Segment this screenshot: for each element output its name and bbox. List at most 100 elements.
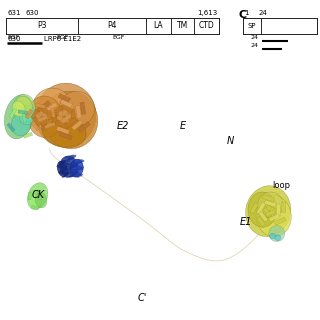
Bar bbox=[44, 122, 56, 129]
Ellipse shape bbox=[61, 160, 66, 163]
Text: C: C bbox=[238, 10, 246, 20]
Text: CK: CK bbox=[32, 190, 45, 200]
Bar bbox=[37, 100, 51, 112]
Ellipse shape bbox=[61, 169, 71, 171]
Ellipse shape bbox=[43, 91, 98, 149]
Bar bbox=[30, 121, 40, 131]
Bar bbox=[37, 115, 48, 122]
Bar bbox=[60, 114, 72, 124]
Ellipse shape bbox=[76, 159, 83, 161]
Ellipse shape bbox=[77, 160, 84, 162]
Bar bbox=[269, 214, 280, 221]
Bar bbox=[262, 195, 274, 202]
Ellipse shape bbox=[270, 233, 276, 239]
Bar bbox=[263, 207, 272, 218]
Ellipse shape bbox=[74, 169, 81, 170]
Text: LA: LA bbox=[154, 21, 163, 30]
Bar bbox=[256, 202, 266, 214]
Text: E: E bbox=[179, 121, 186, 132]
Text: N: N bbox=[227, 136, 234, 146]
Ellipse shape bbox=[69, 163, 78, 168]
Bar bbox=[270, 205, 274, 217]
Bar bbox=[59, 111, 63, 123]
Ellipse shape bbox=[245, 186, 291, 237]
Ellipse shape bbox=[71, 169, 78, 172]
Bar bbox=[35, 113, 44, 123]
Ellipse shape bbox=[27, 96, 62, 138]
Bar bbox=[59, 110, 72, 119]
Bar bbox=[56, 109, 68, 120]
Ellipse shape bbox=[66, 176, 76, 178]
Bar bbox=[42, 117, 46, 129]
Bar bbox=[265, 210, 276, 217]
Ellipse shape bbox=[42, 115, 86, 148]
Ellipse shape bbox=[59, 91, 94, 126]
Bar bbox=[6, 18, 219, 34]
Bar bbox=[28, 192, 32, 200]
Ellipse shape bbox=[35, 192, 47, 208]
Bar bbox=[31, 205, 39, 210]
Ellipse shape bbox=[76, 174, 83, 176]
Ellipse shape bbox=[60, 156, 78, 177]
Bar bbox=[56, 115, 69, 124]
Ellipse shape bbox=[4, 95, 34, 139]
Ellipse shape bbox=[65, 167, 75, 170]
Bar bbox=[37, 193, 42, 200]
Bar bbox=[274, 217, 286, 225]
Ellipse shape bbox=[65, 172, 74, 173]
Bar bbox=[60, 105, 73, 114]
Bar bbox=[35, 103, 46, 109]
Ellipse shape bbox=[73, 172, 80, 174]
Bar bbox=[34, 190, 41, 194]
Text: loop: loop bbox=[273, 181, 291, 190]
Bar bbox=[51, 108, 55, 117]
Ellipse shape bbox=[57, 161, 68, 177]
Bar bbox=[51, 105, 63, 117]
Bar bbox=[44, 102, 58, 114]
Bar bbox=[243, 18, 317, 34]
Bar bbox=[78, 18, 146, 34]
Ellipse shape bbox=[61, 161, 65, 164]
Ellipse shape bbox=[19, 106, 35, 125]
Text: 1,613: 1,613 bbox=[197, 10, 218, 16]
Ellipse shape bbox=[256, 195, 291, 237]
Bar bbox=[71, 120, 83, 131]
Ellipse shape bbox=[61, 173, 66, 174]
Ellipse shape bbox=[63, 172, 68, 175]
Text: 24: 24 bbox=[251, 35, 259, 40]
Text: SP: SP bbox=[248, 23, 256, 28]
Ellipse shape bbox=[60, 170, 69, 172]
Bar bbox=[250, 202, 259, 214]
Bar bbox=[259, 211, 268, 222]
Bar bbox=[35, 110, 44, 121]
Ellipse shape bbox=[67, 156, 76, 160]
Text: 1: 1 bbox=[244, 10, 248, 16]
Ellipse shape bbox=[57, 166, 62, 168]
Text: EGF: EGF bbox=[56, 35, 68, 40]
Bar bbox=[9, 108, 17, 118]
Bar bbox=[6, 18, 78, 34]
Ellipse shape bbox=[70, 170, 76, 172]
Ellipse shape bbox=[59, 171, 64, 172]
Bar bbox=[194, 18, 219, 34]
Bar bbox=[47, 110, 51, 120]
Ellipse shape bbox=[61, 171, 71, 173]
Bar bbox=[261, 18, 317, 34]
Text: E1: E1 bbox=[240, 217, 252, 228]
Bar bbox=[171, 18, 194, 34]
Bar bbox=[80, 102, 86, 115]
Ellipse shape bbox=[60, 163, 69, 164]
Ellipse shape bbox=[28, 183, 48, 209]
Text: LRP6 E1E2: LRP6 E1E2 bbox=[44, 36, 81, 42]
Ellipse shape bbox=[61, 166, 66, 169]
Text: 630: 630 bbox=[7, 36, 20, 42]
Ellipse shape bbox=[75, 162, 82, 163]
Ellipse shape bbox=[32, 88, 74, 133]
Ellipse shape bbox=[69, 171, 78, 175]
Text: E2: E2 bbox=[117, 121, 129, 132]
Bar bbox=[46, 114, 51, 126]
Bar bbox=[76, 106, 82, 118]
Ellipse shape bbox=[28, 190, 42, 210]
Ellipse shape bbox=[70, 163, 77, 165]
Bar bbox=[263, 205, 271, 215]
